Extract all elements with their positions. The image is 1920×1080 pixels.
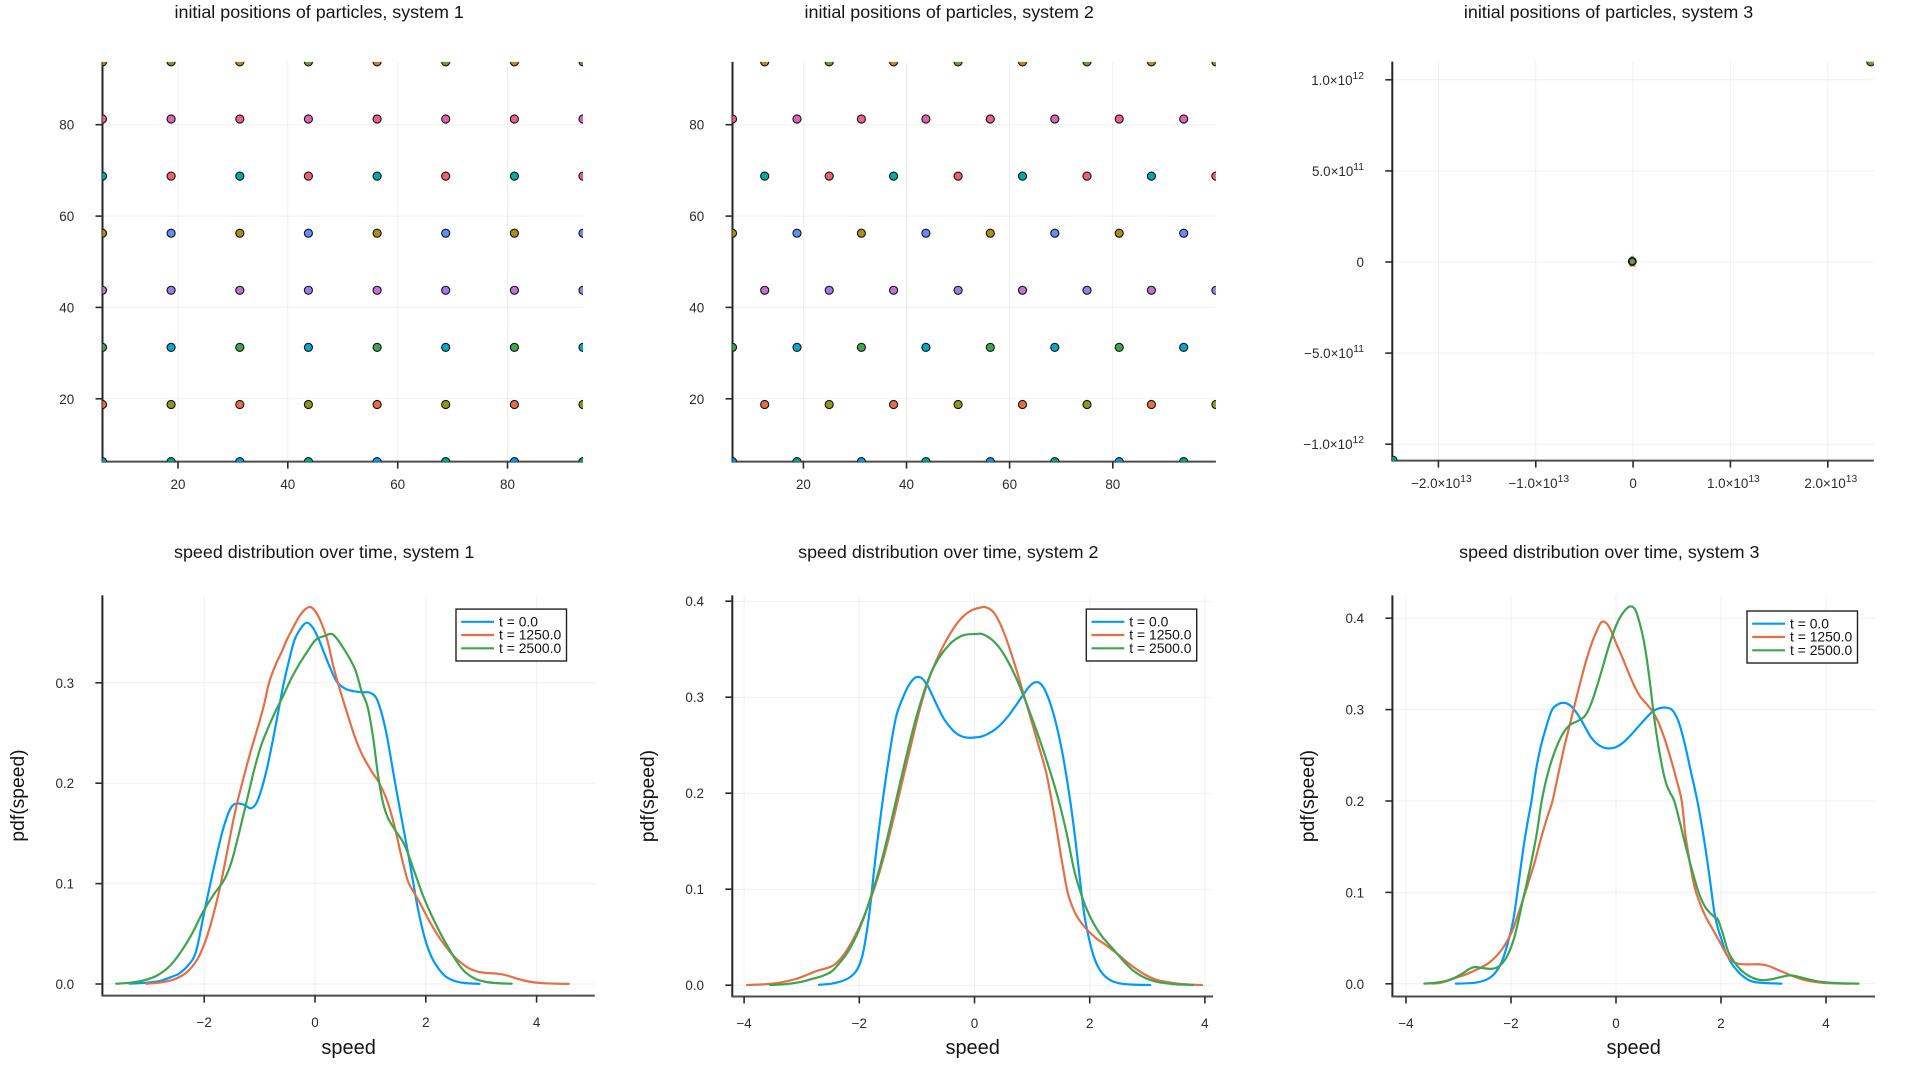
svg-text:−4: −4 — [1398, 1016, 1414, 1031]
svg-text:−2: −2 — [1503, 1016, 1518, 1031]
svg-text:0: 0 — [971, 1016, 978, 1031]
svg-text:t = 1250.0: t = 1250.0 — [1790, 629, 1852, 645]
svg-text:t = 0.0: t = 0.0 — [499, 613, 538, 629]
svg-text:20: 20 — [59, 392, 74, 407]
svg-text:initial positions of particles: initial positions of particles, system 3 — [1464, 2, 1753, 22]
svg-text:60: 60 — [59, 209, 74, 224]
svg-text:80: 80 — [500, 477, 515, 492]
svg-text:t = 2500.0: t = 2500.0 — [1790, 642, 1852, 658]
svg-text:−4: −4 — [736, 1016, 752, 1031]
svg-text:speed: speed — [321, 1037, 376, 1059]
svg-text:t = 2500.0: t = 2500.0 — [499, 640, 561, 656]
svg-text:0.3: 0.3 — [1345, 703, 1364, 718]
svg-text:−2: −2 — [197, 1015, 212, 1030]
svg-text:0.4: 0.4 — [1345, 611, 1364, 626]
svg-text:2.0×1013: 2.0×1013 — [1804, 474, 1857, 491]
svg-text:speed distribution over time,: speed distribution over time, system 1 — [174, 542, 474, 562]
svg-text:t = 0.0: t = 0.0 — [1129, 613, 1168, 629]
svg-text:20: 20 — [171, 477, 186, 492]
svg-text:0: 0 — [1612, 1016, 1619, 1031]
svg-text:initial positions of particles: initial positions of particles, system 1 — [175, 2, 464, 22]
svg-text:−2: −2 — [852, 1016, 867, 1031]
svg-text:0.0: 0.0 — [55, 977, 74, 992]
svg-text:2: 2 — [1086, 1016, 1093, 1031]
svg-text:4: 4 — [1822, 1016, 1830, 1031]
svg-text:2: 2 — [422, 1015, 429, 1030]
svg-text:0.2: 0.2 — [55, 776, 74, 791]
svg-text:speed: speed — [1606, 1037, 1661, 1059]
svg-text:40: 40 — [59, 300, 74, 315]
svg-text:0.4: 0.4 — [685, 594, 704, 609]
svg-text:0.1: 0.1 — [55, 877, 74, 892]
svg-text:60: 60 — [1002, 477, 1017, 492]
svg-text:0.1: 0.1 — [1345, 885, 1364, 900]
svg-text:0.0: 0.0 — [685, 978, 704, 993]
svg-text:0: 0 — [311, 1015, 318, 1030]
svg-text:t = 1250.0: t = 1250.0 — [1129, 627, 1191, 643]
svg-text:80: 80 — [1105, 477, 1120, 492]
svg-text:80: 80 — [689, 118, 704, 133]
svg-text:−5.0×1011: −5.0×1011 — [1304, 344, 1364, 361]
svg-text:0.3: 0.3 — [55, 676, 74, 691]
svg-text:40: 40 — [899, 477, 914, 492]
svg-text:4: 4 — [1201, 1016, 1209, 1031]
svg-text:pdf(speed): pdf(speed) — [1298, 750, 1319, 842]
svg-text:0.2: 0.2 — [685, 786, 704, 801]
svg-text:0.1: 0.1 — [685, 882, 704, 897]
svg-text:0.2: 0.2 — [1345, 794, 1364, 809]
svg-text:20: 20 — [689, 392, 704, 407]
svg-text:40: 40 — [280, 477, 295, 492]
svg-text:initial positions of particles: initial positions of particles, system 2 — [805, 2, 1094, 22]
svg-text:speed distribution over time,: speed distribution over time, system 2 — [798, 542, 1098, 562]
svg-text:80: 80 — [59, 118, 74, 133]
svg-text:speed: speed — [945, 1037, 1000, 1059]
svg-text:t = 2500.0: t = 2500.0 — [1129, 640, 1191, 656]
svg-text:pdf(speed): pdf(speed) — [8, 749, 29, 841]
svg-text:60: 60 — [390, 477, 405, 492]
svg-text:1.0×1013: 1.0×1013 — [1707, 474, 1760, 491]
svg-text:0: 0 — [1629, 476, 1636, 491]
svg-text:0: 0 — [1357, 255, 1364, 270]
svg-text:4: 4 — [533, 1015, 541, 1030]
svg-text:20: 20 — [796, 477, 811, 492]
svg-text:−1.0×1012: −1.0×1012 — [1303, 435, 1364, 452]
svg-text:2: 2 — [1717, 1016, 1724, 1031]
svg-text:−2.0×1013: −2.0×1013 — [1411, 474, 1472, 491]
svg-text:60: 60 — [689, 209, 704, 224]
svg-text:40: 40 — [689, 300, 704, 315]
svg-text:0.3: 0.3 — [685, 690, 704, 705]
svg-text:t = 0.0: t = 0.0 — [1790, 615, 1829, 631]
svg-text:−1.0×1013: −1.0×1013 — [1508, 474, 1569, 491]
svg-text:speed distribution over time,: speed distribution over time, system 3 — [1459, 542, 1759, 562]
svg-text:1.0×1012: 1.0×1012 — [1311, 71, 1364, 88]
svg-text:t = 1250.0: t = 1250.0 — [499, 627, 561, 643]
svg-text:0.0: 0.0 — [1345, 977, 1364, 992]
svg-text:5.0×1011: 5.0×1011 — [1312, 162, 1364, 179]
svg-text:pdf(speed): pdf(speed) — [638, 750, 659, 842]
